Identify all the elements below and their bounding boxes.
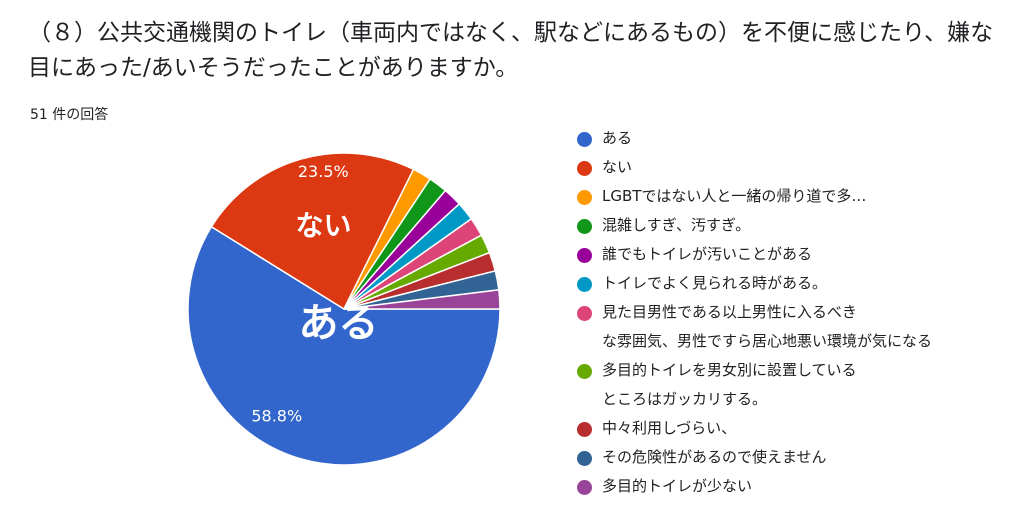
response-count: 51 件の回答 (30, 107, 109, 123)
legend-item-4: 誰でもトイレが汚いことがある (577, 242, 1017, 271)
legend-label-3: 混雑しすぎ、汚すぎ。 (602, 216, 751, 234)
legend-swatch-5 (577, 277, 592, 292)
legend-item-7: 多目的トイレを男女別に設置している ところはガッカリする。 (577, 358, 1017, 416)
legend-swatch-1 (577, 161, 592, 176)
legend-item-9: その危険性があるので使えません (577, 445, 1017, 474)
legend-label-1: ない (602, 158, 633, 176)
legend-item-2: LGBTではない人と一緒の帰り道で多… (577, 184, 1017, 213)
legend-swatch-4 (577, 248, 592, 263)
legend-swatch-7 (577, 364, 592, 379)
legend-label-10: 多目的トイレが少ない (602, 477, 753, 495)
slice-percent-label-0: 58.8% (251, 407, 302, 426)
legend-label-6: 見た目男性である以上男性に入るべき な雰囲気、男性ですら居心地悪い環境が気になる (602, 303, 933, 350)
legend-item-0: ある (577, 126, 1017, 155)
legend-label-7: 多目的トイレを男女別に設置している ところはガッカリする。 (602, 361, 857, 408)
legend-item-1: ない (577, 155, 1017, 184)
question-title: （８）公共交通機関のトイレ（車両内ではなく、駅などにあるもの）を不便に感じたり、… (28, 20, 994, 81)
legend-item-8: 中々利用しづらい、 (577, 416, 1017, 445)
legend-label-2: LGBTではない人と一緒の帰り道で多… (602, 187, 867, 205)
slice-big-label-1: ない (296, 209, 352, 242)
legend-label-0: ある (602, 129, 633, 147)
legend-item-5: トイレでよく見られる時がある。 (577, 271, 1017, 300)
legend-label-8: 中々利用しづらい、 (602, 419, 737, 437)
legend-item-10: 多目的トイレが少ない (577, 474, 1017, 503)
slice-percent-label-1: 23.5% (298, 162, 349, 181)
legend-swatch-0 (577, 132, 592, 147)
pie-slice-0 (187, 225, 501, 466)
legend-label-9: その危険性があるので使えません (602, 448, 827, 466)
legend: あるない LGBTではない人と一緒の帰り道で多… 混雑しすぎ、汚すぎ。誰でもトイレが… (577, 126, 1017, 503)
legend-swatch-8 (577, 422, 592, 437)
slice-big-label-0: ある (298, 301, 378, 347)
pie-slice-10 (343, 288, 501, 310)
legend-swatch-2 (577, 190, 592, 205)
legend-label-5: トイレでよく見られる時がある。 (602, 274, 828, 292)
legend-item-6: 見た目男性である以上男性に入るべき な雰囲気、男性ですら居心地悪い環境が気になる (577, 300, 1017, 358)
legend-item-3: 混雑しすぎ、汚すぎ。 (577, 213, 1017, 242)
legend-label-4: 誰でもトイレが汚いことがある (602, 245, 813, 263)
legend-swatch-6 (577, 306, 592, 321)
legend-swatch-10 (577, 480, 592, 495)
legend-swatch-3 (577, 219, 592, 234)
legend-swatch-9 (577, 451, 592, 466)
